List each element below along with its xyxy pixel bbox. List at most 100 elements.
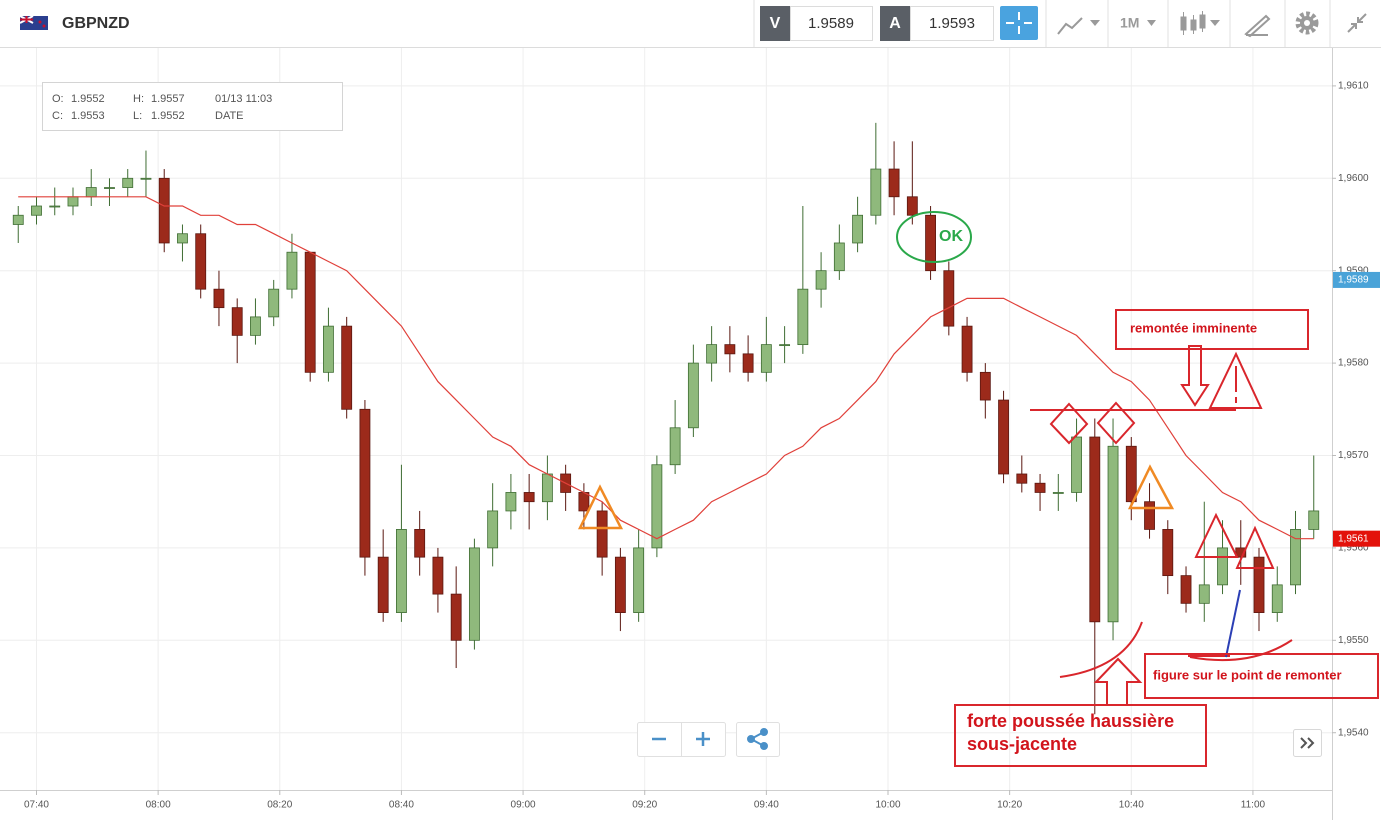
- candle-body: [833, 242, 845, 272]
- candle-body: [1162, 529, 1174, 577]
- candle-body: [943, 270, 955, 327]
- candle-body: [250, 316, 261, 336]
- draw-tool-button[interactable]: [1244, 14, 1271, 38]
- y-tick-label: 1,9610: [1338, 81, 1369, 92]
- price-marker: [1333, 271, 1380, 288]
- candle-body: [541, 473, 553, 503]
- candle-body: [487, 510, 499, 549]
- candle-body: [304, 251, 316, 373]
- candle-body: [1271, 584, 1283, 613]
- x-tick-label: 10:20: [997, 800, 1022, 811]
- y-tick-label: 1,9540: [1338, 727, 1369, 738]
- ohlc-value: 1.9553: [71, 110, 105, 122]
- timeframe[interactable]: 1M: [1120, 15, 1139, 31]
- y-tick-label: 1,9560: [1338, 543, 1369, 554]
- candle-body: [414, 529, 426, 558]
- annotation-text: forte poussée haussière: [967, 711, 1174, 731]
- candle-body: [888, 168, 900, 198]
- ohlc-date-label: DATE: [215, 110, 244, 122]
- orange-triangle: [1127, 464, 1175, 510]
- flag-icon: [19, 15, 48, 30]
- scroll-end-button[interactable]: [1293, 729, 1322, 757]
- candle-body: [104, 187, 115, 189]
- candle-body: [651, 464, 663, 549]
- buy-price-box: [910, 6, 994, 41]
- crosshair-button[interactable]: [1000, 6, 1038, 40]
- candle-body: [870, 168, 882, 216]
- ohlc-label: L:: [133, 110, 142, 122]
- candle-body: [1052, 492, 1064, 494]
- share-button[interactable]: [736, 722, 780, 757]
- orange-triangle: [577, 484, 624, 530]
- annotation-text: figure sur le point de remonter: [1153, 667, 1342, 682]
- x-tick-label: 10:00: [875, 800, 900, 811]
- candle-type-button[interactable]: [1180, 11, 1220, 35]
- annotation-box: [1115, 309, 1309, 350]
- candle-body: [815, 270, 827, 290]
- plot: [12, 122, 1320, 715]
- candle-body: [961, 325, 973, 373]
- buy-label: A: [889, 15, 901, 32]
- buy-button[interactable]: [880, 6, 910, 41]
- candle-body: [231, 307, 243, 336]
- candle-body: [724, 344, 736, 355]
- warning-triangle: [1208, 351, 1263, 409]
- y-tick-label: 1,9570: [1338, 450, 1369, 461]
- candle-body: [377, 556, 389, 613]
- diamond: [1096, 401, 1136, 445]
- candle-body: [633, 547, 645, 613]
- candle-body: [1144, 501, 1155, 530]
- candle-body: [669, 427, 681, 466]
- candle-body: [925, 214, 936, 272]
- zoom-in-button[interactable]: [696, 732, 710, 746]
- x-tick-label: 10:40: [1119, 800, 1144, 811]
- candle-body: [341, 325, 353, 410]
- y-tick-label: 1,9590: [1338, 265, 1369, 276]
- x-tick-label: 09:00: [511, 800, 536, 811]
- up-arrow: [1093, 657, 1143, 706]
- candle-body: [213, 288, 225, 309]
- candle-body: [359, 408, 371, 558]
- candle-body: [450, 593, 462, 641]
- candle-body: [140, 177, 152, 180]
- candle-body: [67, 196, 79, 207]
- candle-body: [1253, 556, 1265, 613]
- candle-body: [979, 371, 991, 401]
- candle-body: [268, 288, 280, 318]
- ohlc-label: H:: [133, 93, 144, 105]
- y-tick-label: 1,9600: [1338, 173, 1369, 184]
- red-triangle: [1235, 525, 1275, 569]
- candle-body: [523, 492, 535, 503]
- ohlc-label: C:: [52, 110, 63, 122]
- curve: [1189, 639, 1293, 662]
- candle-body: [906, 196, 918, 216]
- candle-body: [687, 362, 699, 429]
- annotation-box: [1144, 653, 1379, 699]
- y-tick-label: 1,9550: [1338, 635, 1369, 646]
- ohlc-box: [42, 82, 343, 131]
- candle-body: [85, 187, 97, 198]
- sell-button[interactable]: [760, 6, 790, 41]
- collapse-button[interactable]: [1347, 13, 1367, 33]
- axes: 1,9540 1,9550 1,9560 1,9570 1,9580 1,9590 1,96…: [24, 81, 1380, 811]
- candle-body: [742, 353, 754, 373]
- candle-body: [797, 288, 809, 346]
- dropdown-arrow: [1147, 20, 1156, 26]
- settings-button[interactable]: [1295, 11, 1319, 35]
- candle-body: [1107, 445, 1119, 623]
- ohlc-date: 01/13 11:03: [215, 93, 272, 105]
- scroll-end-icon: [1300, 737, 1315, 749]
- candle-body: [998, 399, 1009, 475]
- annotations: OK remontée imminente forte poussée haus…: [577, 211, 1379, 767]
- candle-body: [12, 214, 24, 225]
- chart-type-button[interactable]: [1057, 17, 1100, 35]
- candle-body: [1016, 473, 1028, 484]
- sell-label: V: [770, 15, 781, 32]
- candle-body: [432, 556, 444, 595]
- blue-line: [1225, 589, 1241, 658]
- zoom-controls: [637, 722, 1322, 757]
- sell-price: 1.9589: [808, 15, 854, 32]
- ohlc-value: 1.9557: [151, 93, 185, 105]
- candle-body: [195, 233, 207, 290]
- x-tick-label: 08:40: [389, 800, 414, 811]
